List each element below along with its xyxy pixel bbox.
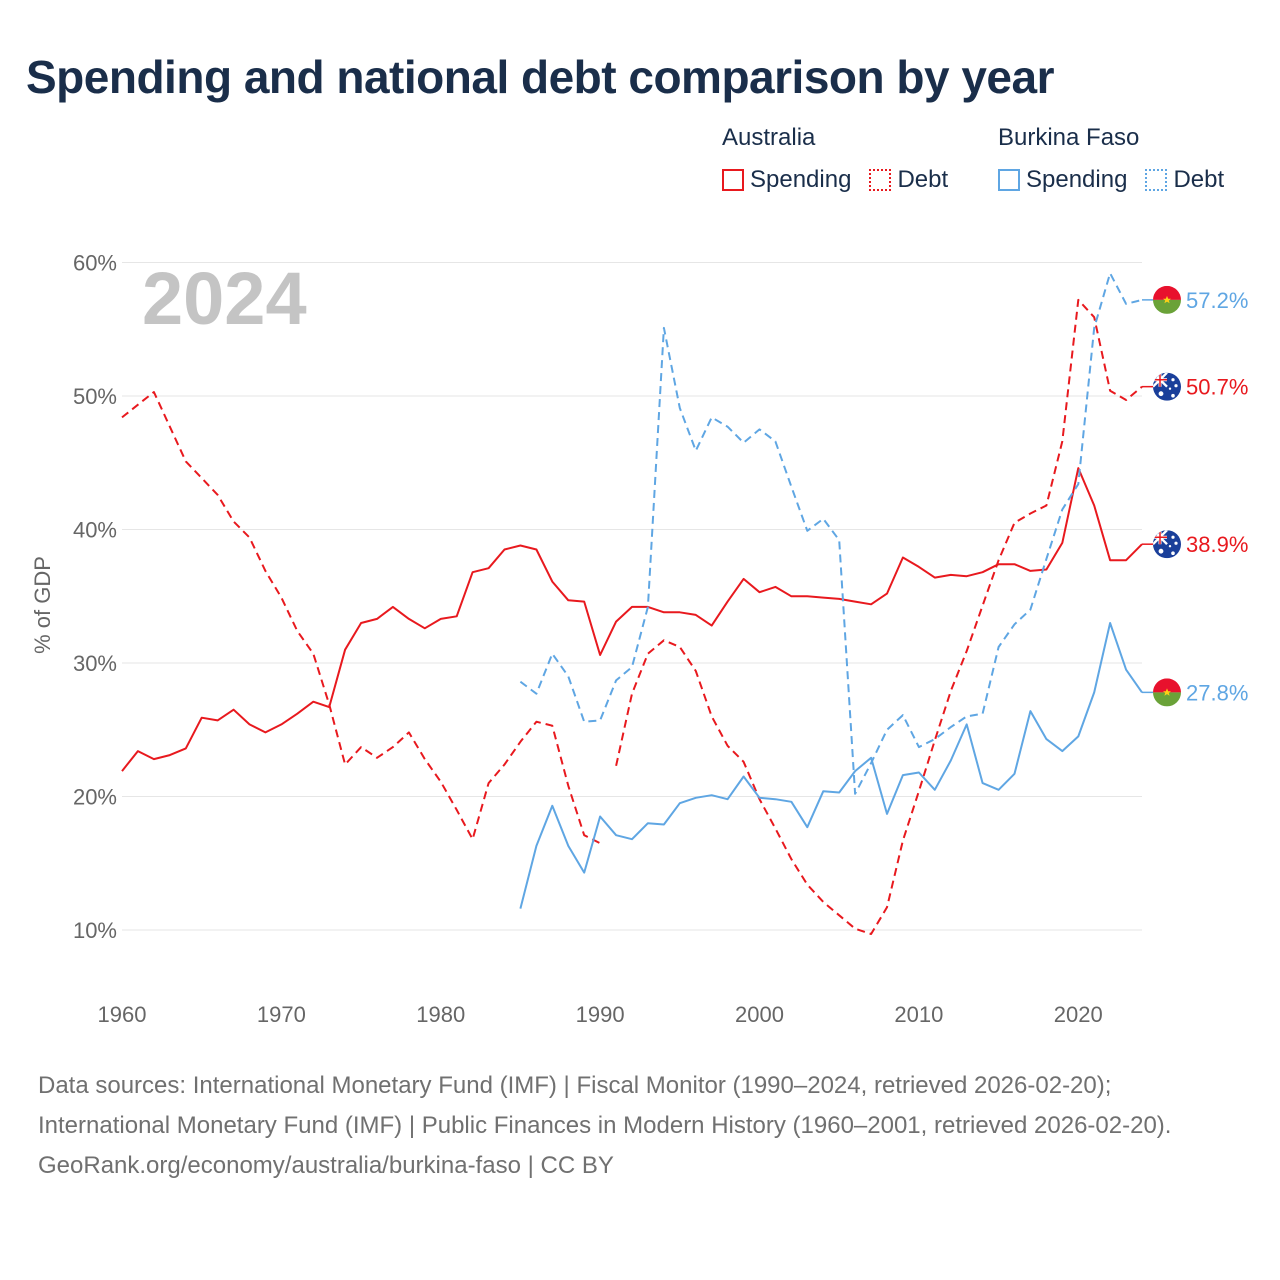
data-sources: Data sources: International Monetary Fun… [38, 1072, 1172, 1139]
y-tick-label: 50% [73, 384, 117, 409]
legend-label: Debt [897, 166, 949, 193]
y-axis-label: % of GDP [30, 556, 55, 654]
legend-item-burkina-spending[interactable]: Spending [998, 166, 1127, 194]
x-tick-label: 1960 [98, 1002, 147, 1027]
footer: Data sources: International Monetary Fun… [38, 1066, 1238, 1186]
legend-item-australia-spending[interactable]: Spending [722, 166, 851, 194]
end-value-label: 38.9% [1186, 532, 1248, 557]
end-value-label: 27.8% [1186, 680, 1248, 705]
australia-flag-icon [1153, 530, 1181, 559]
x-tick-label: 2010 [894, 1002, 943, 1027]
y-tick-label: 60% [73, 251, 117, 276]
legend-swatch-australia-debt [869, 169, 892, 191]
chart-title: Spending and national debt comparison by… [26, 51, 1055, 103]
legend-label: Spending [750, 166, 852, 193]
x-tick-label: 2000 [735, 1002, 784, 1027]
burkina-faso-flag-icon [1153, 678, 1181, 707]
legend-burkina-faso: Burkina Faso Spending Debt [998, 124, 1224, 194]
y-tick-label: 10% [73, 918, 117, 943]
line-chart: 2024 % of GDP 10% 20% 30% 40% 50% 60% 1960 197… [30, 251, 1248, 1028]
x-axis-ticks: 1960 1970 1980 1990 2000 2010 2020 [98, 1002, 1103, 1027]
legend-item-australia-debt[interactable]: Debt [869, 166, 948, 194]
burkina-faso-flag-icon [1153, 285, 1181, 314]
series-line-burkina-faso-spending[interactable] [519, 622, 1143, 909]
legend-country-burkina-faso: Burkina Faso [998, 124, 1140, 151]
y-axis-ticks: 10% 20% 30% 40% 50% 60% [73, 251, 117, 944]
legend-swatch-burkina-spending [998, 169, 1020, 191]
grid [122, 262, 1142, 931]
legend-label: Spending [1026, 166, 1128, 193]
series [121, 272, 1143, 935]
series-line-burkina-faso-debt[interactable] [519, 272, 1143, 795]
legend-australia: Australia Spending Debt [722, 124, 948, 194]
source-url[interactable]: GeoRank.org/economy/australia/burkina-fa… [38, 1152, 614, 1179]
y-tick-label: 40% [73, 518, 117, 543]
x-tick-label: 1980 [416, 1002, 465, 1027]
legend-swatch-burkina-debt [1145, 169, 1168, 191]
end-markers: 50.7% 38.9% 57.2% 27.8% [1142, 285, 1248, 707]
x-tick-label: 2020 [1054, 1002, 1103, 1027]
x-tick-label: 1990 [576, 1002, 625, 1027]
australia-flag-icon [1153, 372, 1181, 401]
x-tick-label: 1970 [257, 1002, 306, 1027]
year-watermark: 2024 [142, 257, 307, 340]
legend-swatch-australia-spending [722, 169, 744, 191]
end-value-label: 50.7% [1186, 375, 1248, 400]
series-line-australia-spending[interactable] [121, 467, 1143, 772]
legend-label: Debt [1173, 166, 1225, 193]
y-tick-label: 30% [73, 651, 117, 676]
end-value-label: 57.2% [1186, 288, 1248, 313]
y-tick-label: 20% [73, 785, 117, 810]
legend-country-australia: Australia [722, 124, 816, 151]
legend-item-burkina-debt[interactable]: Debt [1145, 166, 1224, 194]
series-line-australia-debt[interactable] [121, 298, 1143, 935]
